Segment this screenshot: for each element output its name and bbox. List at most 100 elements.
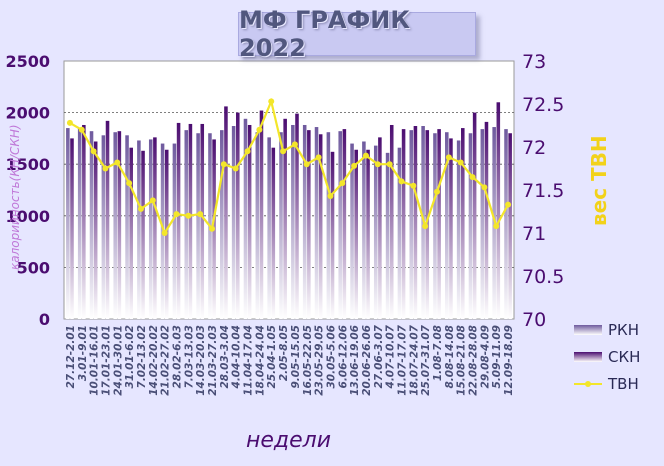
bar-skn: [153, 137, 157, 319]
tvn-point: [362, 152, 369, 159]
tvn-point: [327, 193, 334, 200]
legend-item-skn: СКН: [574, 343, 640, 370]
bar-skn: [354, 149, 358, 319]
tvn-point: [386, 161, 393, 168]
tvn-point: [102, 165, 109, 172]
bar-skn: [496, 102, 501, 319]
x-tick-label: 7.02-13.02: [136, 325, 148, 388]
tvn-point: [469, 174, 476, 181]
tvn-point: [291, 141, 298, 148]
bar-rkn: [433, 133, 437, 319]
tvn-point: [78, 126, 85, 133]
tvn-point: [256, 126, 263, 133]
x-tick-label: 14.02-20.02: [148, 325, 160, 396]
x-tick-label: 9.05-15.05: [290, 325, 302, 388]
x-tick-label: 21.03-27.03: [207, 325, 219, 396]
bar-rkn: [267, 137, 271, 319]
bar-rkn: [137, 140, 141, 319]
tvn-point: [173, 211, 180, 218]
tvn-point: [137, 205, 144, 212]
tvn-point: [220, 161, 227, 168]
tvn-point: [244, 148, 251, 155]
bar-rkn: [255, 132, 260, 319]
x-tick-label: 12.09-18.09: [503, 325, 515, 396]
bar-skn: [82, 124, 86, 319]
x-tick-label: 11.04-17.04: [243, 325, 255, 396]
x-tick-label: 7.03-13.03: [183, 325, 195, 388]
bar-skn: [413, 126, 418, 320]
y-right-tick-label: 72.5: [522, 94, 564, 116]
x-tick-label: 10.01-16.01: [89, 325, 101, 396]
bar-rkn: [326, 132, 331, 319]
bar-rkn: [302, 124, 307, 319]
bar-rkn: [338, 131, 342, 319]
x-tick-label: 13.06-19.06: [349, 325, 361, 396]
bar-skn: [401, 129, 406, 319]
y-right-tick-label: 73: [522, 51, 546, 73]
bar-skn: [224, 106, 228, 320]
tvn-point: [315, 154, 322, 161]
tvn-point: [126, 180, 133, 187]
bar-skn: [141, 150, 145, 319]
tvn-point: [493, 223, 500, 230]
bar-rkn: [373, 145, 378, 319]
tvn-point: [161, 230, 168, 236]
tvn-point: [149, 197, 156, 204]
legend-swatch-tvn: [574, 379, 602, 389]
bar-skn: [378, 137, 382, 319]
legend-swatch-rkn: [574, 324, 602, 335]
y-right-tick-label: 70.5: [522, 266, 564, 288]
tvn-point: [66, 119, 73, 126]
y-left-tick-labels: 0 500 1000 1500 2000 2500: [5, 52, 50, 329]
y-right-tick-label: 71.5: [522, 180, 564, 202]
legend-item-rkn: РКН: [574, 316, 640, 343]
bar-rkn: [231, 126, 236, 320]
bar-skn: [449, 138, 453, 319]
x-tick-label: 4.04-10.04: [231, 325, 243, 389]
tvn-point: [185, 212, 192, 219]
bar-rkn: [504, 129, 508, 319]
bar-skn: [461, 128, 465, 319]
y-left-tick-label: 1000: [5, 207, 50, 226]
x-tick-label: 2.05-8.05: [278, 325, 290, 381]
tvn-point: [445, 154, 452, 161]
bar-rkn: [184, 130, 189, 319]
x-tick-label: 27.12-2.01: [65, 325, 77, 388]
chart-title-box: МФ ГРАФИК 2022: [238, 6, 476, 62]
bar-skn: [484, 121, 489, 319]
bar-skn: [389, 124, 394, 319]
x-tick-label: 6.06-12.06: [337, 325, 349, 388]
gridlines: [64, 112, 514, 268]
bar-skn: [437, 129, 441, 319]
tvn-line: [66, 97, 512, 236]
bar-rkn: [66, 128, 70, 319]
x-tick-label: 21.02-27.02: [160, 325, 172, 396]
x-tick-label: 22.08-28.08: [468, 325, 480, 396]
bar-rkn: [243, 118, 248, 320]
x-tick-label: 20.06-26.06: [361, 325, 373, 396]
tvn-point: [339, 180, 346, 187]
bar-rkn: [362, 141, 366, 319]
x-tick-label: 28.03-3.04: [219, 325, 231, 388]
bar-rkn: [445, 132, 449, 319]
tvn-point: [351, 162, 358, 169]
tvn-point: [114, 159, 121, 166]
chart-title: МФ ГРАФИК 2022: [239, 6, 410, 62]
bar-rkn: [468, 133, 473, 319]
x-tick-label: 30.05-5.06: [325, 325, 337, 388]
y-right-tick-label: 72: [522, 137, 546, 159]
x-tick-label: 25.04-1.05: [266, 325, 278, 388]
x-tick-label: 23.05-29.05: [314, 325, 326, 396]
x-tick-label: 17.01-23.01: [100, 325, 112, 396]
x-tick-label: 5.09-11.09: [491, 325, 503, 388]
legend-label-skn: СКН: [608, 347, 641, 366]
tvn-point: [505, 201, 512, 208]
x-tick-label: 8.08-14.08: [444, 325, 456, 388]
bar-rkn: [77, 128, 82, 319]
bar-skn: [342, 129, 347, 319]
bar-skn: [283, 118, 287, 320]
tvn-point: [197, 211, 204, 218]
x-tick-label: 29.08-4.09: [479, 325, 491, 388]
y-right-tick-labels: 70 70.5 71 71.5 72 72.5 73: [522, 51, 564, 331]
bar-skn: [271, 147, 276, 319]
